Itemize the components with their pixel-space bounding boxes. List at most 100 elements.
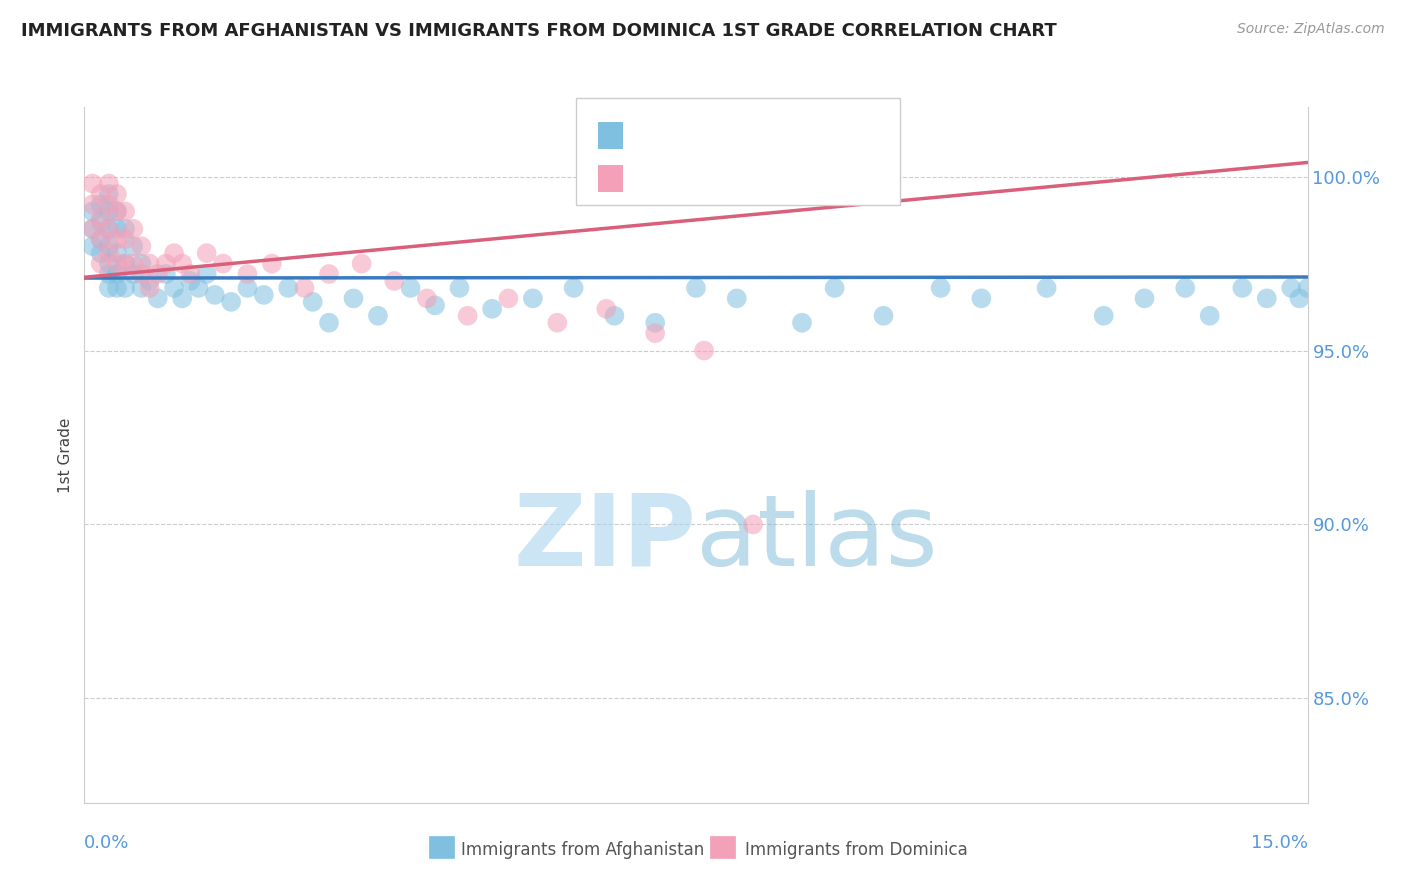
- Point: [105, 222, 128, 236]
- Text: IMMIGRANTS FROM AFGHANISTAN VS IMMIGRANTS FROM DOMINICA 1ST GRADE CORRELATION CH: IMMIGRANTS FROM AFGHANISTAN VS IMMIGRANT…: [21, 22, 1057, 40]
- Point: [644, 326, 666, 341]
- Point: [1256, 292, 1278, 306]
- Point: [253, 288, 276, 302]
- Point: [260, 257, 283, 271]
- Point: [97, 222, 120, 236]
- Point: [122, 222, 145, 236]
- Point: [97, 281, 120, 295]
- Point: [399, 281, 422, 295]
- Point: [457, 309, 479, 323]
- Point: [872, 309, 894, 323]
- Point: [138, 257, 160, 271]
- Point: [970, 292, 993, 306]
- Point: [204, 288, 226, 302]
- Point: [90, 232, 112, 246]
- Text: 0.0%: 0.0%: [84, 834, 129, 852]
- Text: R = 0.327    N = 45: R = 0.327 N = 45: [633, 169, 810, 187]
- Point: [82, 177, 104, 191]
- Point: [277, 281, 299, 295]
- Point: [172, 292, 194, 306]
- Point: [82, 239, 104, 253]
- Point: [97, 197, 120, 211]
- Point: [105, 204, 128, 219]
- Point: [105, 232, 128, 246]
- Point: [163, 246, 186, 260]
- Point: [90, 232, 112, 246]
- Point: [212, 257, 235, 271]
- Point: [179, 274, 201, 288]
- Point: [82, 197, 104, 211]
- Point: [195, 246, 218, 260]
- Point: [481, 301, 503, 316]
- Point: [122, 239, 145, 253]
- Point: [562, 281, 585, 295]
- Point: [1232, 281, 1254, 295]
- Point: [195, 267, 218, 281]
- Point: [790, 316, 813, 330]
- Point: [97, 239, 120, 253]
- Point: [105, 281, 128, 295]
- Point: [318, 316, 340, 330]
- Point: [498, 292, 520, 306]
- Point: [187, 281, 209, 295]
- Point: [105, 204, 128, 219]
- Point: [236, 281, 259, 295]
- Text: 15.0%: 15.0%: [1250, 834, 1308, 852]
- Point: [1279, 281, 1302, 295]
- Point: [367, 309, 389, 323]
- Point: [138, 281, 160, 295]
- Point: [105, 246, 128, 260]
- Text: Immigrants from Afghanistan: Immigrants from Afghanistan: [461, 841, 704, 859]
- Point: [131, 281, 153, 295]
- Point: [742, 517, 765, 532]
- Point: [82, 222, 104, 236]
- Point: [97, 222, 120, 236]
- Point: [90, 187, 112, 202]
- Point: [131, 239, 153, 253]
- Point: [90, 211, 112, 226]
- Point: [97, 246, 120, 260]
- Point: [97, 187, 120, 202]
- Point: [90, 257, 112, 271]
- Point: [824, 281, 846, 295]
- Point: [131, 267, 153, 281]
- Point: [1288, 292, 1310, 306]
- Point: [595, 301, 617, 316]
- Point: [114, 257, 136, 271]
- Point: [382, 274, 405, 288]
- Point: [449, 281, 471, 295]
- Point: [155, 267, 177, 281]
- Point: [644, 316, 666, 330]
- Point: [105, 187, 128, 202]
- Point: [342, 292, 364, 306]
- Point: [146, 267, 169, 281]
- Point: [97, 177, 120, 191]
- Point: [1035, 281, 1057, 295]
- Point: [603, 309, 626, 323]
- Point: [97, 267, 120, 281]
- Point: [82, 222, 104, 236]
- Point: [294, 281, 316, 295]
- Point: [1092, 309, 1115, 323]
- Point: [155, 257, 177, 271]
- Point: [114, 281, 136, 295]
- Point: [138, 274, 160, 288]
- Point: [114, 232, 136, 246]
- Point: [90, 246, 112, 260]
- Point: [1174, 281, 1197, 295]
- Point: [416, 292, 439, 306]
- Point: [105, 267, 128, 281]
- Point: [179, 267, 201, 281]
- Point: [929, 281, 952, 295]
- Point: [122, 267, 145, 281]
- Point: [1198, 309, 1220, 323]
- Point: [122, 257, 145, 271]
- Point: [90, 197, 112, 211]
- Point: [97, 257, 120, 271]
- Point: [350, 257, 373, 271]
- Point: [693, 343, 716, 358]
- Point: [1296, 281, 1319, 295]
- Point: [219, 294, 242, 309]
- Point: [131, 257, 153, 271]
- Point: [423, 298, 446, 312]
